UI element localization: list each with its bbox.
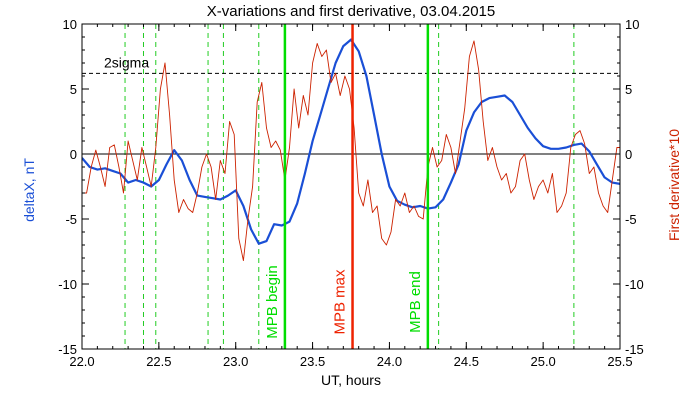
plot-area (82, 24, 620, 349)
y-tick-label-right: -5 (625, 212, 637, 227)
plot-frame (81, 23, 621, 350)
marker-label: MPB begin (264, 265, 281, 338)
y-tick-label-right: -15 (625, 342, 644, 357)
x-tick-label: 22.5 (146, 354, 171, 369)
x-tick-label: 22.0 (69, 354, 94, 369)
x-tick-label: 23.0 (223, 354, 248, 369)
x-tick-label: 25.5 (607, 354, 632, 369)
x-tick-label: 23.5 (300, 354, 325, 369)
y-tick-label-left: -10 (58, 277, 77, 292)
y-axis-label-left: deltaX, nT (21, 158, 37, 222)
y-tick-label-left: 5 (70, 82, 77, 97)
deltax-series-line (82, 38, 620, 245)
y-tick-label-right: 5 (625, 82, 632, 97)
threshold-label: 2sigma (104, 54, 149, 70)
y-axis-label-right: First derivative*10 (666, 129, 682, 241)
x-tick-label: 24.5 (454, 354, 479, 369)
y-tick-label-right: 0 (625, 147, 632, 162)
x-tick-label: 24.0 (377, 354, 402, 369)
y-tick-label-right: -10 (625, 277, 644, 292)
y-tick-label-left: -15 (58, 342, 77, 357)
x-axis-label: UT, hours (321, 372, 381, 388)
x-tick-label: 25.0 (530, 354, 555, 369)
y-tick-label-left: -5 (65, 212, 77, 227)
marker-label: MPB max (332, 269, 349, 335)
y-tick-label-left: 0 (70, 147, 77, 162)
marker-label: MPB end (407, 271, 424, 333)
y-tick-label-right: 10 (625, 17, 639, 32)
chart-title: X-variations and first derivative, 03.04… (207, 3, 496, 20)
y-tick-label-left: 10 (63, 17, 77, 32)
